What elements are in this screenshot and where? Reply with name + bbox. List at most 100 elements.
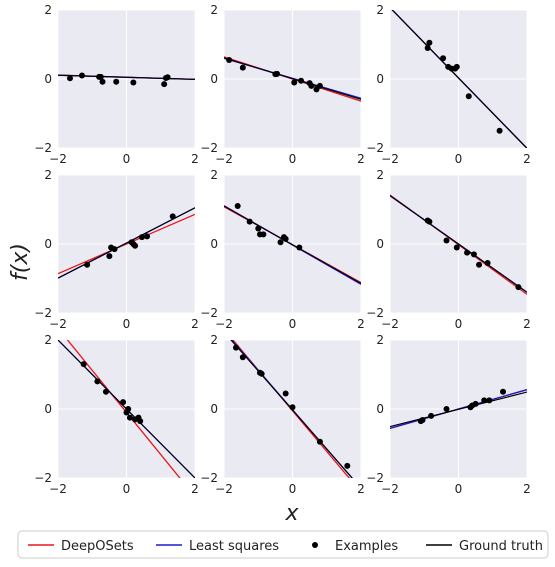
example-point [239,64,246,71]
example-point [113,78,120,85]
example-point [291,79,298,86]
subplot-7: −2 0 2 −2 0 2 [34,333,199,496]
legend-entry: Examples [312,539,398,554]
series-group [390,388,527,429]
y-tick-label: 0 [44,402,52,416]
example-point [125,406,132,412]
example-point [246,218,253,225]
x-tick-label: 0 [123,482,131,496]
example-point [97,73,104,80]
example-point [169,213,176,220]
x-tick-label: −2 [215,482,233,496]
example-point [99,78,106,85]
deeposets-line [58,213,195,275]
x-tick-label: 2 [191,152,199,166]
x-tick-label: −2 [49,482,67,496]
y-tick-label: 2 [210,333,218,347]
example-point [470,251,477,258]
y-tick-label: 0 [376,72,384,86]
example-point [428,412,435,419]
y-tick-label: 0 [210,402,218,416]
x-tick-label: −2 [381,152,399,166]
series-group [58,340,195,478]
x-tick-label: 0 [455,152,463,166]
x-tick-label: 2 [191,482,199,496]
example-point [80,361,87,368]
ground-truth-line [224,57,361,100]
ground-truth-line [390,391,527,428]
example-point [344,462,351,469]
y-tick-label: −2 [200,471,218,485]
example-point [277,239,284,246]
example-point [258,370,265,377]
example-point [255,225,262,232]
example-point [161,81,168,88]
subplot-9: −2 0 2 −2 0 2 [366,333,531,496]
example-point [164,74,171,81]
x-tick-label: 0 [455,317,463,331]
y-tick-label: −2 [34,141,52,155]
subplot-6: −2 0 2 −2 0 2 [366,168,531,331]
legend-entry: Ground truth [426,539,543,554]
x-tick-label: 2 [357,152,365,166]
y-tick-label: 0 [376,402,384,416]
y-tick-label: −2 [366,141,384,155]
example-point [234,203,241,210]
x-tick-label: 0 [289,152,297,166]
example-point [298,77,305,84]
example-point [226,57,233,64]
series-group [224,56,361,102]
example-point [137,418,144,425]
example-point [419,417,426,424]
example-point [289,404,296,411]
example-point [453,63,460,70]
example-point [84,261,91,268]
series-group [224,203,361,285]
x-tick-label: 2 [191,317,199,331]
example-point [132,242,139,249]
example-point [486,397,493,404]
y-tick-label: −2 [34,471,52,485]
y-tick-label: 2 [376,3,384,17]
example-point [443,237,450,244]
example-point [111,246,118,253]
x-tick-label: 0 [455,482,463,496]
example-point [472,400,479,407]
series-group [390,194,527,295]
example-point [443,406,450,412]
x-tick-label: 0 [123,317,131,331]
x-tick-label: 2 [357,317,365,331]
ground-truth-line [224,205,361,284]
example-point [316,82,323,89]
example-point [308,82,315,89]
y-tick-label: 2 [44,168,52,182]
y-tick-label: 2 [44,3,52,17]
x-tick-label: −2 [49,317,67,331]
y-tick-label: 0 [210,237,218,251]
x-tick-label: 2 [357,482,365,496]
example-point [239,354,246,361]
x-tick-label: 0 [289,482,297,496]
x-tick-label: 2 [523,152,531,166]
example-point [481,397,488,404]
y-tick-label: 2 [376,333,384,347]
example-point [144,233,151,240]
y-tick-label: 0 [210,72,218,86]
example-point [440,55,447,62]
subplot-3: −2 0 2 −2 0 2 [366,3,531,166]
y-tick-label: −2 [34,306,52,320]
y-tick-label: 0 [44,237,52,251]
x-tick-label: −2 [215,317,233,331]
y-axis-label: f(x) [8,243,33,281]
x-tick-label: −2 [381,482,399,496]
x-tick-label: 0 [123,152,131,166]
y-tick-label: −2 [200,141,218,155]
x-tick-label: −2 [215,152,233,166]
example-point [426,218,433,225]
x-tick-label: −2 [381,317,399,331]
ground-truth-line [391,10,527,148]
legend-label: Examples [335,539,398,554]
example-point [120,399,127,406]
example-point [102,388,109,395]
